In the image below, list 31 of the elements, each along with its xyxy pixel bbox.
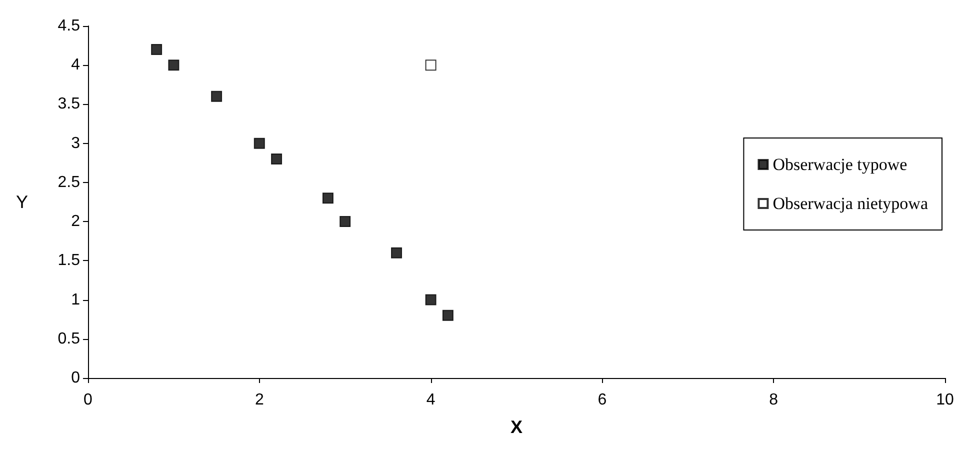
point bbox=[340, 216, 351, 228]
y-tick-label: 2.5 bbox=[58, 174, 80, 191]
x-tick-label: 0 bbox=[84, 392, 93, 408]
point bbox=[168, 60, 180, 71]
y-tick-label: 3 bbox=[71, 134, 80, 152]
y-tick-label: 4 bbox=[71, 56, 80, 74]
x-tick-label: 2 bbox=[254, 392, 264, 408]
y-tick-label: 0.5 bbox=[58, 330, 80, 348]
point bbox=[442, 310, 454, 321]
point bbox=[425, 60, 436, 71]
x-tick-label: 4 bbox=[426, 392, 436, 408]
point bbox=[425, 294, 436, 306]
legend-label: Obserwacja nietypowa bbox=[772, 194, 928, 213]
x-axis-title: X bbox=[510, 417, 523, 437]
y-tick-label: 1.5 bbox=[58, 252, 80, 270]
point bbox=[151, 44, 162, 55]
y-tick-label: 3.5 bbox=[58, 96, 80, 113]
y-axis-title: Y bbox=[16, 192, 28, 212]
x-tick-label: 6 bbox=[598, 392, 607, 408]
point bbox=[322, 192, 334, 204]
point bbox=[211, 90, 222, 102]
point bbox=[254, 138, 265, 149]
point bbox=[271, 153, 282, 164]
x-tick-label: 8 bbox=[769, 392, 778, 408]
x-tick-label: 10 bbox=[936, 392, 954, 408]
y-tick-label: 4.5 bbox=[58, 18, 80, 34]
y-tick-label: 1 bbox=[71, 291, 80, 308]
y-tick-label: 0 bbox=[71, 370, 80, 386]
point bbox=[391, 247, 402, 258]
y-tick-label: 2 bbox=[71, 213, 80, 230]
legend-label: Obserwacje typowe bbox=[772, 155, 908, 174]
